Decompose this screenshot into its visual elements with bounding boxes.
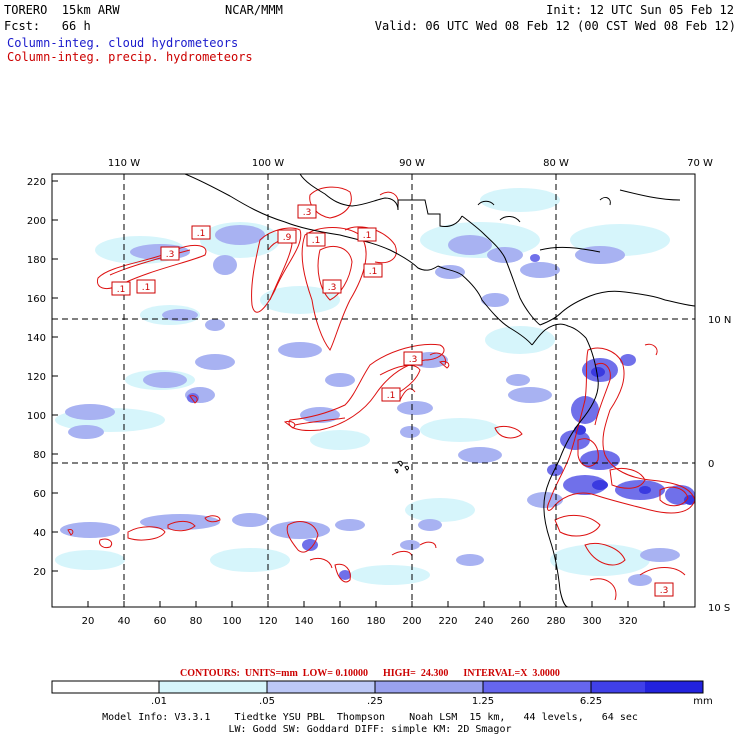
lon-label: 90 W [399,158,425,169]
lon-label: 110 W [108,158,140,169]
x-tick-label: 200 [402,616,421,627]
svg-text:.9: .9 [283,233,292,243]
coastlines [184,174,695,607]
svg-text:.3: .3 [303,208,312,218]
colorbar-label: .05 [259,696,275,707]
bottom-axis-ticks [87,601,665,607]
bottom-axis-labels: 20 40 60 80 100 120 140 160 180 200 220 … [82,616,638,627]
y-tick-label: 80 [33,450,46,461]
lat-label: 0 [708,459,714,470]
lat-label: 10 N [708,315,731,326]
lon-label: 80 W [543,158,569,169]
x-tick-label: 260 [510,616,529,627]
contour-label: .9 [277,229,297,244]
svg-text:.3: .3 [660,586,669,596]
x-tick-label: 120 [258,616,277,627]
x-tick-label: 140 [294,616,313,627]
svg-text:.1: .1 [197,229,206,239]
colorbar: .01 .05 .25 1.25 6.25 mm [51,680,713,707]
field-precip-label: Column-integ. precip. hydrometeors [7,50,253,64]
y-tick-label: 120 [27,372,46,383]
svg-text:.1: .1 [363,231,372,241]
colorbar-label: 6.25 [580,696,602,707]
model-title: TORERO 15km ARW [4,3,120,17]
contour-info: CONTOURS: UNITS=mm LOW= 0.10000 HIGH= 24… [180,668,560,679]
x-tick-label: 180 [366,616,385,627]
colorbar-units: mm [693,696,712,707]
lon-label: 100 W [252,158,284,169]
x-tick-label: 300 [582,616,601,627]
latitude-labels: 10 N 0 10 S [708,315,731,614]
x-tick-label: 280 [546,616,565,627]
svg-text:.1: .1 [142,283,151,293]
svg-text:.3: .3 [409,355,418,365]
contour-label: .3 [403,351,423,366]
colorbar-segment [52,681,159,693]
x-tick-label: 20 [82,616,95,627]
colorbar-segment [375,681,483,693]
colorbar-segment [591,681,645,693]
x-tick-label: 320 [618,616,637,627]
svg-text:.3: .3 [166,250,175,260]
x-tick-label: 60 [154,616,167,627]
y-tick-label: 180 [27,255,46,266]
x-tick-label: 240 [474,616,493,627]
x-tick-label: 220 [438,616,457,627]
x-tick-label: 80 [190,616,203,627]
y-tick-label: 100 [27,411,46,422]
left-axis-ticks [52,180,58,572]
contour-label: .1 [306,232,326,247]
contour-label: .1 [136,279,156,294]
colorbar-label: .25 [367,696,383,707]
x-tick-label: 100 [222,616,241,627]
svg-text:.1: .1 [369,267,378,277]
forecast-hour: Fcst: 66 h [4,19,91,33]
contour-label: .3 [322,279,342,294]
y-tick-label: 160 [27,294,46,305]
precip-contours [67,186,695,601]
y-tick-label: 140 [27,333,46,344]
y-tick-label: 40 [33,528,46,539]
lon-label: 70 W [687,158,713,169]
organization: NCAR/MMM [225,3,283,17]
graticule [52,174,695,607]
contour-label: .3 [654,582,674,597]
contour-label: .3 [297,204,317,219]
contour-label-boxes: .1 .3 .1 .1 .3 .9 .1 .1 .1 .3 .3 .1 .3 [111,204,674,597]
field-cloud-label: Column-integ. cloud hydrometeors [7,36,239,50]
x-tick-label: 160 [330,616,349,627]
contour-label: .1 [111,281,131,296]
colorbar-segment [645,681,703,693]
valid-time: Valid: 06 UTC Wed 08 Feb 12 (00 CST Wed … [374,19,736,33]
svg-text:.1: .1 [117,285,126,295]
colorbar-label: 1.25 [472,696,494,707]
contour-label: .1 [191,225,211,240]
longitude-labels: 110 W 100 W 90 W 80 W 70 W [108,158,713,169]
colorbar-segment [267,681,375,693]
init-time: Init: 12 UTC Sun 05 Feb 12 [546,3,734,17]
y-tick-label: 220 [27,177,46,188]
svg-text:.1: .1 [312,236,321,246]
plot-frame [51,173,696,608]
svg-text:.1: .1 [387,391,396,401]
colorbar-segment [483,681,591,693]
y-tick-label: 20 [33,567,46,578]
contour-label: .3 [160,246,180,261]
contour-label: .1 [381,387,401,402]
left-axis-labels: 220 200 180 160 140 120 100 80 60 40 20 [27,177,46,578]
contour-label: .1 [363,263,383,278]
lat-label: 10 S [708,603,730,614]
x-tick-label: 40 [118,616,131,627]
y-tick-label: 200 [27,216,46,227]
y-tick-label: 60 [33,489,46,500]
model-info-line1: Model Info: V3.3.1 Tiedtke YSU PBL Thomp… [102,712,638,723]
model-info-line2: LW: Godd SW: Goddard DIFF: simple KM: 2D… [228,724,512,735]
svg-text:.3: .3 [328,283,337,293]
contour-label: .1 [357,227,377,242]
colorbar-segment [159,681,267,693]
colorbar-label: .01 [151,696,167,707]
